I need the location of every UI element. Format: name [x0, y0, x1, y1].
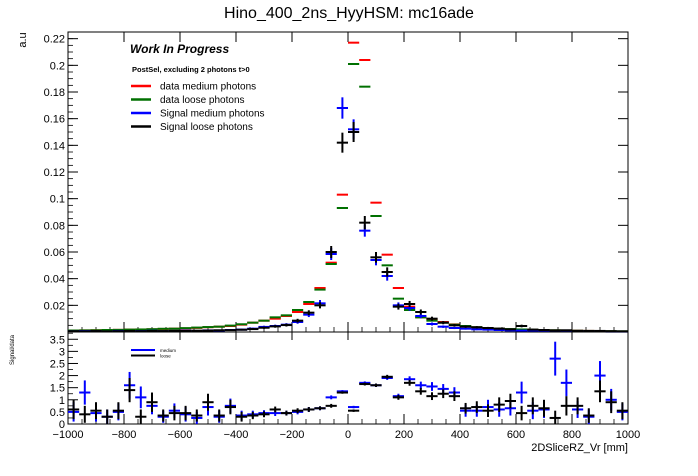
main-y-tick-label: 0.02 — [44, 300, 65, 312]
work-in-progress-label: Work In Progress — [130, 42, 229, 56]
legend-label: data loose photons — [160, 95, 245, 106]
x-tick-label: −800 — [112, 429, 137, 441]
main-y-axis-label: a.u — [17, 32, 29, 47]
x-tick-label: −400 — [224, 429, 249, 441]
main-y-tick-label: 0.2 — [50, 60, 65, 72]
ratio-y-tick-label: 0.5 — [50, 407, 65, 419]
main-y-tick-label: 0.12 — [44, 167, 65, 179]
ratio-series-loose — [68, 374, 628, 424]
series-data-loose-photons — [68, 63, 628, 333]
x-tick-label: −600 — [168, 429, 193, 441]
x-tick-label: 0 — [345, 429, 351, 441]
ratio-y-tick-label: 2.5 — [50, 358, 65, 370]
x-tick-label: 1000 — [616, 429, 640, 441]
ratio-y-tick-label: 3.5 — [50, 334, 65, 346]
ratio-legend-label: loose — [160, 354, 171, 359]
ratio-y-tick-label: 1 — [59, 395, 65, 407]
main-y-tick-label: 0.08 — [44, 220, 65, 232]
x-tick-label: 600 — [507, 429, 525, 441]
main-y-tick-label: 0.16 — [44, 114, 65, 126]
ratio-y-tick-label: 1.5 — [50, 383, 65, 395]
selection-label: PostSel, excluding 2 photons t>0 — [132, 65, 250, 74]
x-tick-label: −1000 — [53, 429, 84, 441]
ratio-y-axis-label: Signal/data — [10, 334, 16, 365]
main-y-tick-label: 0.18 — [44, 87, 65, 99]
ratio-y-tick-label: 0 — [59, 419, 65, 431]
x-tick-label: 800 — [563, 429, 581, 441]
main-y-tick-label: 0.22 — [44, 34, 65, 46]
ratio-legend-label: medium — [160, 348, 176, 353]
series-signal-loose-photons — [68, 122, 628, 333]
ratio-y-tick-label: 2 — [59, 371, 65, 383]
x-tick-label: 400 — [451, 429, 469, 441]
main-y-tick-label: 0.04 — [44, 274, 65, 286]
legend-label: Signal loose photons — [160, 122, 253, 133]
legend-label: Signal medium photons — [160, 109, 265, 120]
chart-title: Hino_400_2ns_HyyHSM: mc16ade — [224, 5, 474, 22]
main-legend: Work In Progress PostSel, excluding 2 ph… — [130, 42, 265, 133]
series-data-medium-photons — [68, 41, 628, 333]
ratio-y-tick-label: 3 — [59, 346, 65, 358]
x-tick-label: −200 — [280, 429, 305, 441]
x-tick-label: 200 — [395, 429, 413, 441]
main-y-tick-label: 0.14 — [44, 140, 65, 152]
main-y-tick-label: 0.06 — [44, 247, 65, 259]
main-plot-frame — [67, 31, 629, 333]
x-axis-label: 2DSliceRZ_Vr [mm] — [531, 442, 628, 454]
main-y-tick-label: 0.1 — [50, 194, 65, 206]
legend-label: data medium photons — [160, 82, 256, 93]
